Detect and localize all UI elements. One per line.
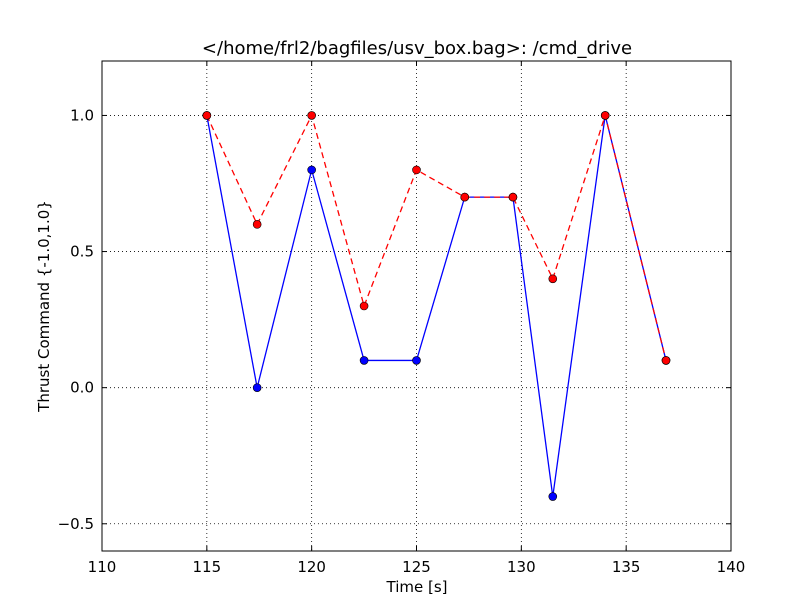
y-axis-label: Thrust Command {-1.0,1.0} <box>35 200 53 413</box>
series-2-point <box>202 111 212 120</box>
series-1-point <box>359 356 369 365</box>
series-2-point <box>508 192 518 202</box>
series-1-point <box>548 492 558 501</box>
chart-title: </home/frl2/bagfiles/usv_box.bag>: /cmd_… <box>202 38 632 59</box>
series-1-line <box>206 115 667 497</box>
series-2-point <box>661 356 671 365</box>
series-1-point <box>252 383 262 392</box>
series-1-point <box>307 165 316 175</box>
x-tick-label: 140 <box>717 558 746 576</box>
series-2-line <box>206 113 667 361</box>
series-2-point <box>359 301 369 311</box>
series-2-point <box>252 220 262 229</box>
x-tick-label: 130 <box>507 558 536 576</box>
series-2-point <box>600 111 610 120</box>
x-axis-label: Time [s] <box>386 578 448 596</box>
series-2-point <box>307 111 316 120</box>
series-layer <box>202 111 671 501</box>
y-tick-label: 0.5 <box>70 243 94 261</box>
x-tick-label: 115 <box>193 558 222 576</box>
ticks: 110 115 120 125 130 135 140 −0.5 0.0 0.5 1.0 <box>58 61 746 576</box>
x-tick-label: 120 <box>297 558 326 576</box>
series-2-point <box>548 274 558 284</box>
series-2-point <box>412 165 421 175</box>
x-tick-label: 110 <box>88 558 117 576</box>
y-tick-label: 1.0 <box>70 106 94 124</box>
y-tick-label: −0.5 <box>58 515 94 533</box>
x-tick-label: 135 <box>612 558 641 576</box>
series-1-point <box>412 356 421 365</box>
y-tick-label: 0.0 <box>70 379 94 397</box>
x-tick-label: 125 <box>402 558 431 576</box>
series-2-point <box>460 192 470 202</box>
